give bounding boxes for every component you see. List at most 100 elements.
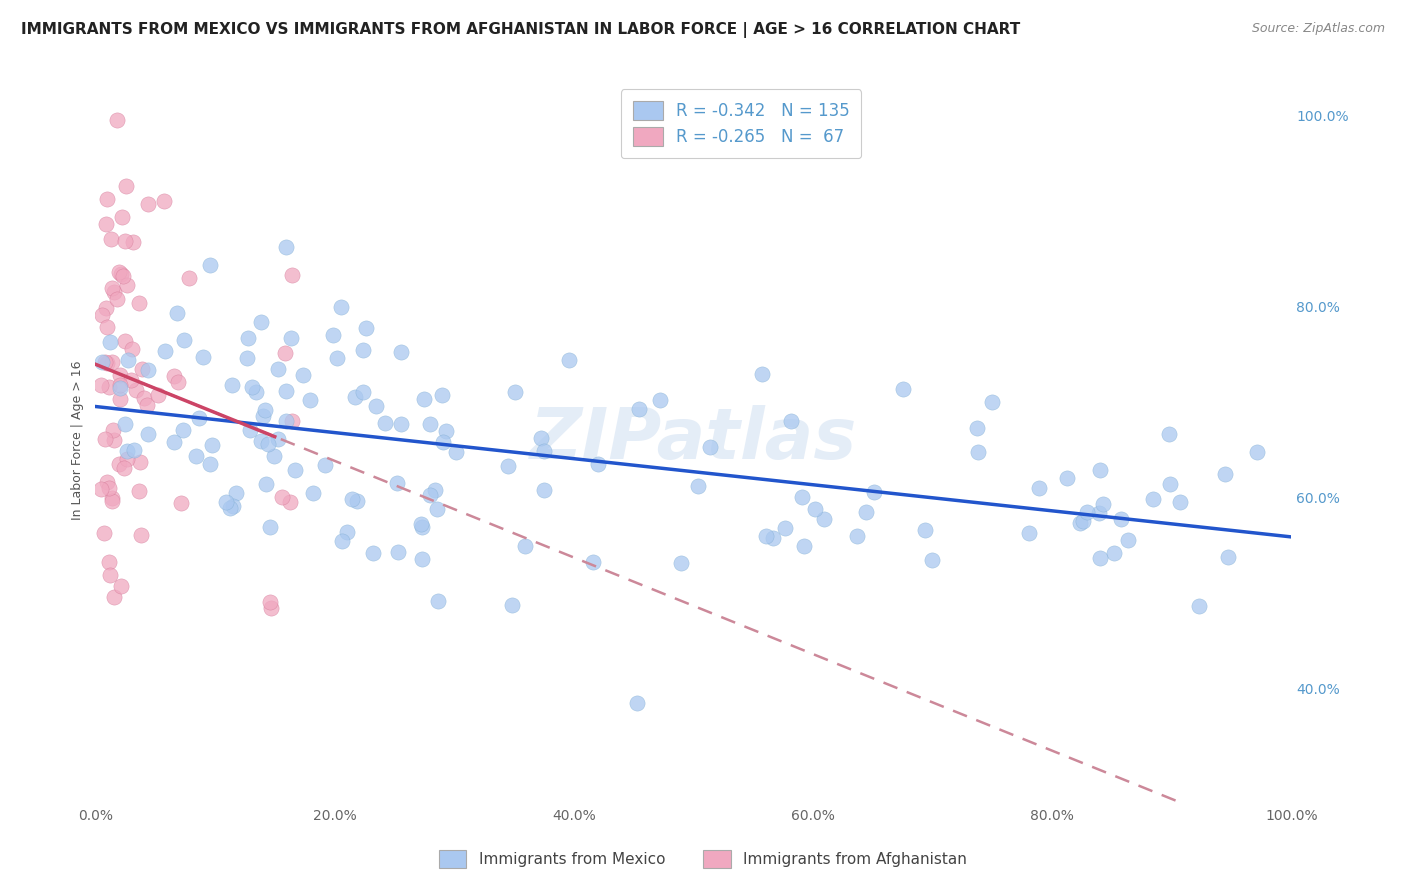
- Point: [93, 526, 115, 541]
- Point: [96, 475, 118, 489]
- Point: [96, 301, 118, 315]
- Point: [105, 292, 128, 306]
- Point: [336, 525, 359, 540]
- Point: [419, 488, 441, 502]
- Point: [108, 382, 131, 396]
- Point: [423, 483, 446, 498]
- Point: [1071, 514, 1094, 528]
- Point: [804, 501, 827, 516]
- Point: [1018, 525, 1040, 540]
- Point: [914, 524, 936, 538]
- Point: [650, 392, 672, 407]
- Point: [94, 355, 117, 369]
- Point: [413, 392, 436, 406]
- Point: [136, 398, 159, 412]
- Point: [96, 319, 118, 334]
- Point: [254, 477, 277, 491]
- Point: [322, 328, 344, 343]
- Point: [146, 388, 169, 402]
- Point: [1216, 549, 1239, 564]
- Point: [773, 521, 796, 535]
- Point: [793, 539, 815, 553]
- Point: [1076, 505, 1098, 519]
- Point: [187, 411, 209, 425]
- Point: [588, 457, 610, 471]
- Point: [1168, 495, 1191, 509]
- Point: [330, 534, 353, 549]
- Point: [170, 496, 193, 510]
- Point: [101, 491, 124, 505]
- Point: [128, 295, 150, 310]
- Point: [530, 431, 553, 445]
- Point: [432, 434, 454, 449]
- Point: [122, 442, 145, 457]
- Point: [252, 409, 274, 424]
- Point: [411, 551, 433, 566]
- Point: [845, 529, 868, 543]
- Point: [274, 414, 297, 428]
- Point: [120, 373, 142, 387]
- Point: [114, 334, 136, 349]
- Point: [302, 486, 325, 500]
- Point: [314, 458, 336, 472]
- Point: [225, 486, 247, 500]
- Point: [153, 343, 176, 358]
- Point: [352, 384, 374, 399]
- Point: [110, 267, 132, 281]
- Point: [1159, 477, 1181, 491]
- Text: Source: ZipAtlas.com: Source: ZipAtlas.com: [1251, 22, 1385, 36]
- Point: [780, 414, 803, 428]
- Point: [257, 437, 280, 451]
- Point: [96, 192, 118, 206]
- Point: [117, 277, 139, 292]
- Point: [103, 423, 125, 437]
- Point: [276, 384, 298, 398]
- Point: [762, 531, 785, 545]
- Point: [582, 555, 605, 569]
- Point: [110, 392, 132, 407]
- Point: [129, 455, 152, 469]
- Point: [132, 392, 155, 406]
- Point: [98, 568, 121, 582]
- Point: [361, 546, 384, 560]
- Point: [411, 516, 433, 531]
- Point: [751, 367, 773, 381]
- Point: [346, 494, 368, 508]
- Point: [1056, 471, 1078, 485]
- Point: [501, 598, 523, 612]
- Point: [110, 579, 132, 593]
- Point: [352, 343, 374, 358]
- Point: [101, 281, 124, 295]
- Point: [444, 445, 467, 459]
- Point: [419, 417, 441, 431]
- Point: [1246, 445, 1268, 459]
- Point: [101, 355, 124, 369]
- Point: [103, 590, 125, 604]
- Point: [90, 355, 112, 369]
- Point: [326, 351, 349, 365]
- Text: IMMIGRANTS FROM MEXICO VS IMMIGRANTS FROM AFGHANISTAN IN LABOR FORCE | AGE > 16 : IMMIGRANTS FROM MEXICO VS IMMIGRANTS FRO…: [21, 22, 1021, 38]
- Point: [184, 449, 207, 463]
- Point: [97, 555, 120, 569]
- Point: [136, 363, 159, 377]
- Point: [267, 362, 290, 376]
- Point: [219, 501, 242, 516]
- Point: [125, 384, 148, 398]
- Point: [94, 433, 117, 447]
- Point: [115, 444, 138, 458]
- Point: [1088, 550, 1111, 565]
- Point: [131, 361, 153, 376]
- Point: [374, 416, 396, 430]
- Point: [688, 479, 710, 493]
- Point: [385, 475, 408, 490]
- Point: [222, 500, 245, 514]
- Y-axis label: In Labor Force | Age > 16: In Labor Force | Age > 16: [72, 360, 84, 520]
- Point: [280, 268, 302, 282]
- Point: [1159, 426, 1181, 441]
- Point: [201, 438, 224, 452]
- Point: [163, 368, 186, 383]
- Point: [90, 482, 112, 496]
- Point: [259, 600, 281, 615]
- Point: [96, 356, 118, 370]
- Point: [108, 368, 131, 382]
